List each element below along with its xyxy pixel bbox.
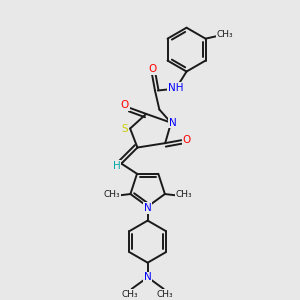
Text: N: N [144, 203, 152, 213]
Text: CH₃: CH₃ [103, 190, 120, 199]
Text: H: H [113, 161, 121, 171]
Text: S: S [121, 124, 128, 134]
Text: CH₃: CH₃ [175, 190, 192, 199]
Text: CH₃: CH₃ [122, 290, 138, 299]
Text: N: N [169, 118, 176, 128]
Text: O: O [121, 100, 129, 110]
Text: N: N [144, 272, 152, 282]
Text: O: O [148, 64, 156, 74]
Text: CH₃: CH₃ [157, 290, 173, 299]
Text: NH: NH [168, 82, 183, 93]
Text: O: O [182, 135, 191, 145]
Text: CH₃: CH₃ [217, 30, 233, 39]
